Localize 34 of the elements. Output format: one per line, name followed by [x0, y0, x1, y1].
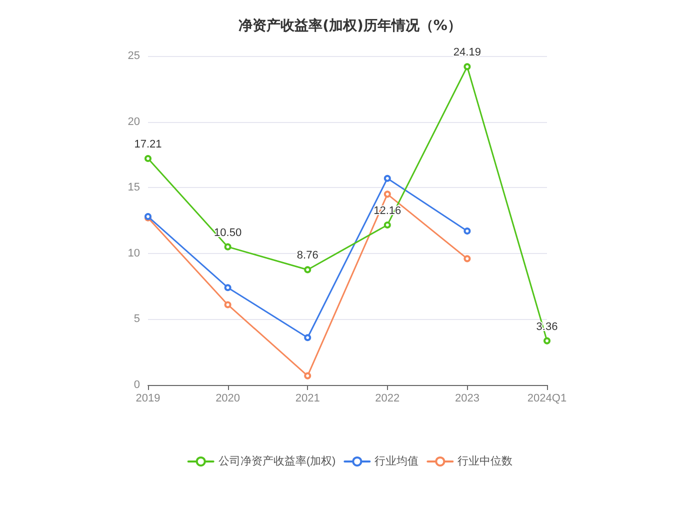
y-tick-label: 15	[128, 182, 140, 194]
point	[464, 255, 471, 262]
x-tick-label: 2021	[295, 392, 320, 404]
chart-title: 净资产收益率(加权)历年情况（%）	[238, 17, 462, 34]
point	[464, 63, 471, 70]
point	[384, 174, 391, 182]
point	[464, 228, 471, 235]
legend-label: 公司净资产收益率(加权)	[218, 454, 336, 468]
point	[384, 190, 391, 198]
y-tick-label: 20	[128, 116, 140, 128]
x-tick-label: 2023	[454, 392, 480, 404]
data-label: 8.76	[296, 250, 318, 262]
x-tick-label: 2019	[136, 392, 160, 404]
x-tick-label: 2022	[375, 392, 400, 404]
x-tick-label: 2020	[216, 392, 240, 404]
y-tick-label: 5	[134, 313, 140, 326]
point	[224, 284, 232, 292]
point	[304, 372, 312, 380]
y-tick-label: 10	[128, 247, 140, 260]
legend-label: 行业中位数	[458, 454, 513, 468]
point	[144, 155, 152, 162]
x-tick-label: 2024Q1	[527, 392, 567, 404]
data-label: 17.21	[134, 138, 162, 151]
point	[224, 243, 232, 250]
point	[544, 337, 550, 344]
legend-label: 行业均值	[374, 454, 419, 468]
data-label: 10.50	[214, 226, 242, 239]
point	[304, 266, 312, 274]
point	[384, 221, 391, 228]
y-tick-label: 0	[134, 379, 140, 391]
data-label: 24.19	[453, 46, 481, 59]
point	[304, 334, 312, 342]
y-tick-label: 25	[128, 50, 140, 62]
point	[224, 301, 232, 308]
